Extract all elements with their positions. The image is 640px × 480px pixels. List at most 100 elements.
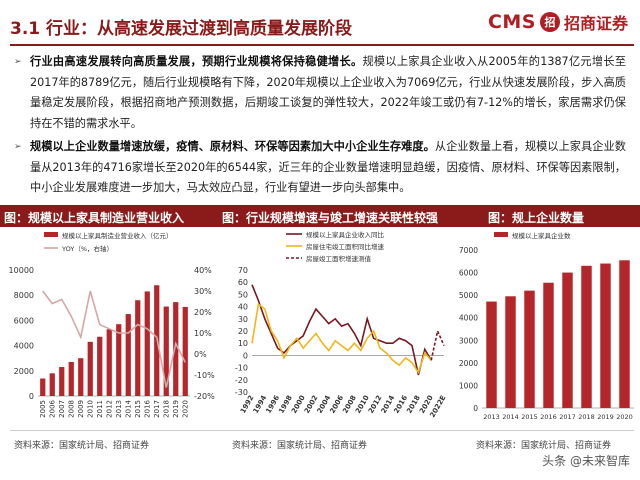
bar — [163, 306, 169, 396]
y-tick-label: 70 — [238, 266, 248, 275]
bar — [600, 263, 611, 408]
legend-label: 规模以上家具企业数 — [512, 231, 571, 240]
x-tick-label: 2020 — [181, 400, 189, 418]
logo-seal-icon: 招 — [539, 12, 560, 32]
source-note-2: 资料来源：国家统计局、招商证券 — [232, 441, 368, 451]
bar — [173, 302, 179, 396]
source-note-3: 资料来源：国家统计局、招商证券 — [476, 441, 612, 451]
x-tick-label: 2017 — [559, 413, 576, 421]
x-tick-label: 2006 — [48, 399, 56, 417]
bar — [486, 301, 497, 408]
y-tick-label: -20 — [235, 376, 248, 385]
bullet-1-bold: 行业由高速发展转向高质量发展，预期行业规模将保持稳健增长。 — [30, 55, 363, 68]
bar — [49, 373, 55, 396]
brand-logo: CMS 招 招商证券 — [488, 10, 628, 34]
y-tick-label: 5000 — [459, 291, 478, 300]
x-tick-label: 2005 — [39, 400, 47, 418]
y-tick-label: -30 — [235, 388, 248, 397]
y-tick-label: 1000 — [459, 381, 478, 390]
legend-label: 房屋竣工面积增速测值 — [306, 254, 372, 263]
x-tick-label: 2016 — [143, 399, 151, 417]
y-left-tick-label: 2000 — [14, 367, 34, 376]
bar — [87, 341, 93, 396]
y-tick-label: 30 — [238, 315, 248, 324]
legend-label: 规模以上家具企业收入同比 — [306, 230, 385, 239]
chart-growth: -30 -20 -10 0 10 20 30 40 50 60 70 1992 1994 1996 1998… — [222, 228, 450, 428]
figure-title-2: 图：行业规模增速与竣工增速关联性较强 — [222, 211, 439, 225]
x-tick-label: 2007 — [58, 400, 66, 418]
y-left-tick-label: 0 — [29, 392, 34, 401]
source-note-1: 资料来源：国家统计局、招商证券 — [14, 441, 150, 451]
bullet-paragraph-1: ➢ 行业由高速发展转向高质量发展，预期行业规模将保持稳健增长。规模以上家具企业收… — [14, 52, 626, 134]
bullet-marker-icon: ➢ — [14, 142, 22, 152]
x-tick-label: 2015 — [134, 400, 142, 418]
bullet-1-text: 规模以上家具企业收入从2005年的1387亿元增长至2017年的8789亿元，随… — [30, 55, 626, 130]
bar — [78, 358, 84, 396]
y-tick-label: 0 — [243, 351, 248, 360]
bar — [562, 272, 573, 408]
bar — [581, 265, 592, 408]
bullet-marker-icon: ➢ — [14, 57, 22, 67]
x-tick-label: 2008 — [67, 400, 75, 418]
legend-label: 房屋住宅竣工面积同比增速 — [306, 242, 385, 251]
bullet-paragraph-2: ➢ 规模以上企业数量增速放缓，疫情、原材料、环保等因素加大中小企业生存难度。从企… — [14, 137, 626, 199]
y-tick-label: 40 — [238, 303, 248, 312]
series-line — [251, 302, 432, 375]
legend-bar-label: 规模以上家具制造业营业收入（亿元） — [62, 231, 173, 240]
y-right-tick-label: -10% — [194, 371, 215, 380]
y-left-tick-label: 4000 — [14, 342, 34, 351]
x-tick-label: 2019 — [172, 400, 180, 418]
y-tick-label: 50 — [238, 290, 248, 299]
bar — [505, 296, 516, 408]
y-tick-label: -10 — [235, 364, 248, 373]
x-tick-label: 2009 — [77, 400, 85, 418]
figure-title-3: 图：规上企业数量 — [488, 211, 585, 225]
bottom-divider — [10, 430, 634, 431]
x-tick-label: 2019 — [597, 413, 614, 421]
title-divider — [10, 44, 634, 46]
figure-title-1: 图：规模以上家具制造业营业收入 — [4, 211, 185, 225]
bar — [40, 378, 46, 396]
page-title: 3.1 行业：从高速发展过渡到高质量发展阶段 — [10, 19, 353, 39]
y-tick-label: 2000 — [459, 359, 478, 368]
bar — [619, 260, 630, 408]
yoy-line — [42, 290, 186, 388]
bullet-2-bold: 规模以上企业数量增速放缓，疫情、原材料、环保等因素加大中小企业生存难度。 — [30, 140, 435, 153]
y-right-tick-label: 20% — [194, 308, 212, 317]
x-tick-label: 2010 — [86, 400, 94, 418]
bar — [135, 300, 141, 396]
x-tick-label: 2018 — [578, 413, 595, 421]
y-tick-label: 4000 — [459, 314, 478, 323]
y-tick-label: 0 — [473, 404, 478, 413]
x-tick-label: 2016 — [540, 413, 557, 421]
y-right-tick-label: 30% — [194, 287, 212, 296]
bar — [106, 329, 112, 396]
bar — [524, 290, 535, 408]
y-tick-label: 20 — [238, 327, 248, 336]
y-tick-label: 6000 — [459, 269, 478, 278]
y-right-tick-label: 40% — [194, 266, 212, 275]
bar — [97, 336, 103, 396]
logo-company-name: 招商证券 — [563, 14, 628, 33]
y-tick-label: 3000 — [459, 336, 478, 345]
logo-cms-text: CMS — [487, 11, 536, 33]
series-line — [251, 284, 432, 376]
x-tick-label: 2013 — [483, 413, 500, 421]
y-right-tick-label: -20% — [194, 392, 215, 401]
x-tick-label: 2020 — [616, 413, 633, 421]
y-right-tick-label: 0% — [194, 350, 207, 359]
y-left-tick-label: 6000 — [14, 316, 34, 325]
x-tick-label: 2011 — [96, 400, 104, 418]
y-tick-label: 10 — [238, 339, 248, 348]
chart-firms: 0 1000 2000 3000 4000 5000 6000 7000 2013 2014 201… — [452, 228, 640, 428]
y-tick-label: 60 — [238, 278, 248, 287]
chart-revenue-svg: 0 2000 4000 6000 8000 10000 -20% -10% 0% 10% 20% 30… — [9, 231, 216, 418]
y-left-tick-label: 8000 — [14, 291, 34, 300]
chart-revenue: 0 2000 4000 6000 8000 10000 -20% -10% 0% 10% 20% 30… — [0, 228, 220, 428]
bar — [182, 306, 188, 396]
series-line — [430, 328, 445, 361]
bar — [59, 367, 65, 396]
bar — [543, 282, 554, 408]
bar — [144, 291, 150, 396]
